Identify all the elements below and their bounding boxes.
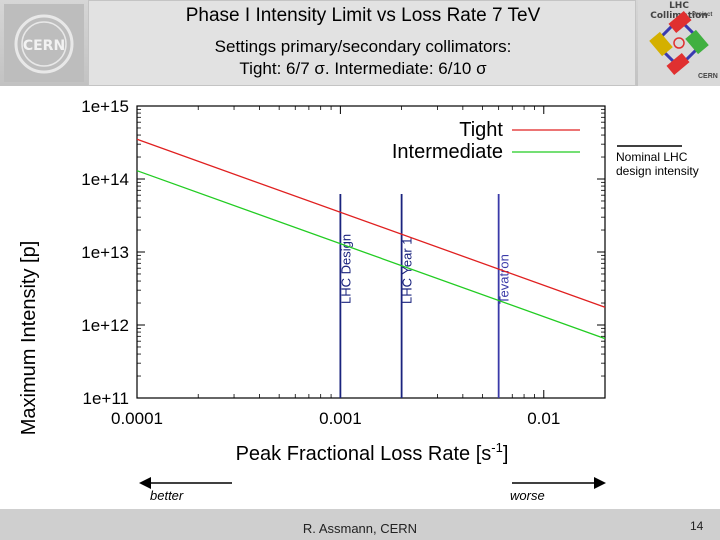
y-tick-label: 1e+13 (81, 243, 129, 262)
worse-label: worse (510, 488, 545, 503)
collimator-jaws-icon (649, 10, 709, 76)
intensity-chart: LHC Design LHC Year 1 Tevatron 1e+111e+121… (18, 97, 682, 465)
y-tick-label: 1e+15 (81, 97, 129, 116)
page-title: Phase I Intensity Limit vs Loss Rate 7 T… (185, 5, 541, 26)
lhc-collimation-logo: LHC Collimation Project CERN (638, 0, 720, 86)
marker-label: LHC Design (338, 234, 353, 304)
lhc-logo-subtitle: Project (692, 12, 713, 18)
title-panel: Phase I Intensity Limit vs Loss Rate 7 T… (88, 0, 636, 86)
marker-label: Tevatron (497, 254, 512, 304)
plot-frame (136, 105, 606, 399)
event-marker-lines: LHC Design LHC Year 1 Tevatron (338, 194, 512, 398)
legend-label: Intermediate (392, 141, 503, 163)
tick-marks (136, 105, 606, 399)
footer-author: R. Assmann, CERN (302, 521, 418, 536)
legend-label: Tight (459, 119, 503, 141)
tick-labels: 1e+11 1e+12 1e+13 1e+14 1e+15 0.0001 0.001 0.01 (81, 97, 560, 428)
series-line (136, 170, 606, 340)
y-tick-label: 1e+12 (81, 316, 129, 335)
x-tick-label: 0.001 (319, 409, 362, 428)
page-number: 14 (690, 519, 704, 533)
cern-logo-text: CERN (23, 38, 65, 54)
y-axis-label: Maximum Intensity [p] (18, 241, 40, 436)
y-tick-label: 1e+11 (83, 389, 129, 408)
nominal-intensity-annotation: Nominal LHC design intensity (616, 150, 699, 178)
settings-line: Settings primary/secondary collimators: (214, 37, 512, 56)
x-tick-label: 0.01 (527, 409, 560, 428)
slide-footer: R. Assmann, CERN 14 (0, 509, 720, 540)
sigma-settings-line: Tight: 6/7 σ. Intermediate: 6/10 σ (239, 59, 487, 78)
y-tick-label: 1e+14 (81, 170, 129, 189)
series-line (136, 138, 606, 308)
direction-arrows (139, 477, 606, 489)
series-lines (136, 138, 606, 340)
slide-header: CERN Phase I Intensity Limit vs Loss Rat… (0, 0, 720, 86)
cern-logo-panel: CERN (4, 4, 84, 82)
cern-logo-icon: CERN (14, 14, 74, 74)
x-axis-label: Peak Fractional Loss Rate [s-1] (236, 440, 509, 465)
x-tick-label: 0.0001 (111, 409, 163, 428)
lhc-logo-cern: CERN (698, 73, 718, 80)
better-label: better (150, 488, 184, 503)
marker-label: LHC Year 1 (400, 238, 415, 305)
